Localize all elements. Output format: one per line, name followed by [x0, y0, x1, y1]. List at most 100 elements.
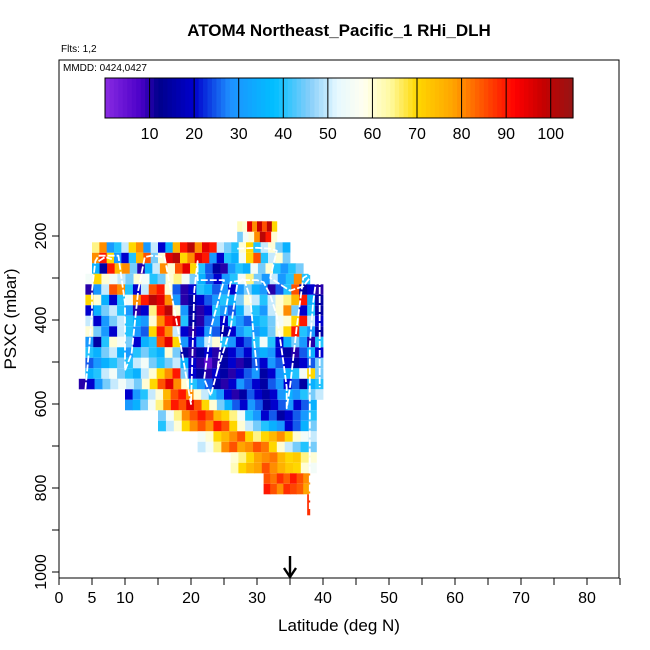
colorbar-segment [198, 78, 204, 118]
heatmap-cell [180, 315, 189, 327]
x-tick-label: 70 [512, 590, 530, 607]
heatmap-cell [278, 399, 287, 411]
heatmap-cell [188, 294, 197, 306]
heatmap-cell [243, 336, 253, 348]
date-label: MMDD: 0424,0427 [63, 63, 147, 74]
heatmap-cell [267, 357, 276, 369]
heatmap-cell [268, 431, 278, 442]
heatmap-cell [275, 347, 284, 358]
heatmap-cell [276, 431, 286, 442]
heatmap-cell [315, 315, 324, 327]
heatmap-cell [229, 441, 238, 453]
colorbar-segment [323, 78, 329, 118]
colorbar-segment [564, 78, 570, 118]
heatmap-cell [125, 357, 134, 369]
heatmap-cell [308, 399, 317, 411]
heatmap-cell [164, 326, 173, 337]
colorbar-segment [229, 78, 235, 118]
heatmap-cell [235, 263, 244, 274]
heatmap-cell [308, 410, 317, 421]
colorbar-segment [122, 78, 128, 118]
flight-track-line [98, 256, 113, 262]
colorbar-segment [180, 78, 186, 118]
colorbar-segment [501, 78, 507, 118]
heatmap-cell [121, 242, 130, 253]
heatmap-cell [148, 357, 158, 369]
heatmap-cell [136, 252, 144, 264]
colorbar-segment [274, 78, 280, 118]
heatmap-cell [262, 389, 271, 400]
heatmap-cell [301, 273, 311, 285]
heatmap-cell [307, 326, 316, 337]
heatmap-cell [172, 294, 181, 306]
heatmap-cell [196, 315, 205, 327]
heatmap-cell [246, 452, 255, 463]
heatmap-cell [307, 494, 311, 516]
heatmap-cell [204, 347, 213, 358]
heatmap-cell [143, 252, 152, 264]
heatmap-cell [196, 294, 205, 306]
colorbar-segment [109, 78, 115, 118]
heatmap-cell [267, 284, 276, 295]
heatmap-cell [260, 441, 270, 453]
heatmap-cell [202, 252, 210, 264]
heatmap-cell [117, 347, 126, 358]
heatmap-cell [174, 263, 183, 274]
heatmap-cell [275, 252, 284, 264]
heatmap-cell [109, 326, 118, 337]
colorbar-segment [127, 78, 133, 118]
y-axis: 200 400 600 800 1000 [33, 223, 59, 590]
heatmap-cell [237, 441, 246, 453]
heatmap-cell [259, 336, 268, 348]
heatmap-cell [78, 378, 88, 390]
colorbar-tick-labels: 10 20 30 40 50 60 70 80 90 100 [141, 126, 564, 143]
colorbar-segment [510, 78, 516, 118]
heatmap-cell [101, 315, 110, 327]
heatmap-cell [125, 315, 134, 327]
heatmap-cell [299, 315, 308, 327]
heatmap-cell [125, 389, 134, 400]
heatmap-cell [172, 326, 181, 337]
heatmap-cell [212, 357, 221, 369]
heatmap-cell [220, 263, 229, 274]
heatmap-cell [285, 399, 294, 411]
colorbar-segment [470, 78, 476, 118]
heatmap-cell [307, 284, 316, 295]
heatmap-cell [101, 284, 110, 295]
heatmap-cell [246, 462, 255, 474]
heatmap-cell [212, 378, 221, 390]
heatmap-cell [140, 326, 150, 337]
heatmap-cell [224, 242, 232, 253]
heatmap-cell [269, 273, 279, 285]
heatmap-cell [283, 294, 292, 306]
heatmap-cell [300, 441, 309, 453]
heatmap-cell [196, 305, 205, 316]
colorbar-segment [555, 78, 561, 118]
heatmap-cell [220, 378, 229, 390]
heatmap-cell [283, 315, 292, 327]
heatmap-cell [137, 263, 146, 274]
heatmap-cell [156, 284, 165, 295]
heatmap-cell [132, 315, 142, 327]
heatmap-cell [125, 336, 134, 348]
heatmap-cell [275, 378, 285, 390]
heatmap-cell [101, 326, 110, 337]
colorbar-segment [483, 78, 489, 118]
x-axis-label: Latitude (deg N) [278, 616, 400, 635]
heatmap-cell [122, 263, 131, 274]
heatmap-cell [235, 305, 245, 316]
colorbar-segment [372, 78, 378, 118]
heatmap-cell [266, 221, 273, 232]
heatmap-cell [140, 399, 149, 411]
colorbar-segment [189, 78, 195, 118]
heatmap-cell [85, 315, 94, 327]
colorbar-segment [234, 78, 240, 118]
heatmap-cell [271, 231, 278, 243]
heatmap-cell [147, 399, 157, 411]
colorbar-tick-label: 90 [497, 126, 515, 143]
colorbar-segment [474, 78, 480, 118]
heatmap-cell [117, 284, 126, 295]
heatmap-cell [140, 315, 150, 327]
heatmap-cell [284, 410, 294, 421]
heatmap-cell [164, 336, 173, 348]
